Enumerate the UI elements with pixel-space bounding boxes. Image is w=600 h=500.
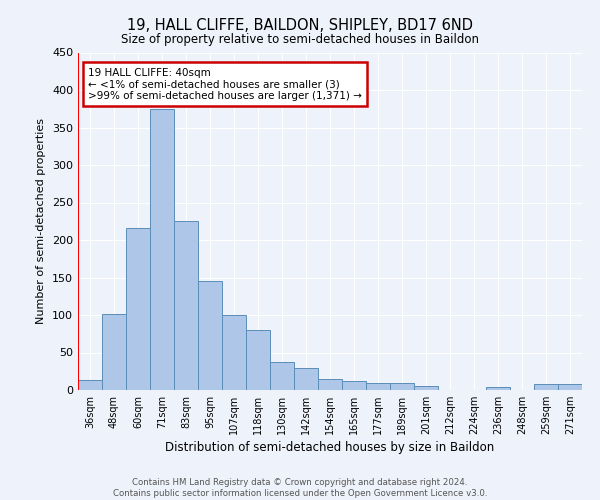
Bar: [198, 281, 222, 390]
Bar: [366, 382, 390, 390]
Bar: [78, 380, 102, 390]
Bar: [414, 386, 438, 390]
Text: 19, HALL CLIFFE, BAILDON, SHIPLEY, BD17 6ND: 19, HALL CLIFFE, BAILDON, SHIPLEY, BD17 …: [127, 18, 473, 32]
Text: 19 HALL CLIFFE: 40sqm
← <1% of semi-detached houses are smaller (3)
>99% of semi: 19 HALL CLIFFE: 40sqm ← <1% of semi-deta…: [88, 68, 362, 101]
Text: Contains HM Land Registry data © Crown copyright and database right 2024.
Contai: Contains HM Land Registry data © Crown c…: [113, 478, 487, 498]
X-axis label: Distribution of semi-detached houses by size in Baildon: Distribution of semi-detached houses by …: [166, 441, 494, 454]
Bar: [342, 381, 366, 390]
Bar: [534, 384, 558, 390]
Bar: [126, 228, 150, 390]
Bar: [174, 221, 198, 390]
Bar: [486, 387, 510, 390]
Bar: [222, 315, 246, 390]
Bar: [150, 109, 174, 390]
Text: Size of property relative to semi-detached houses in Baildon: Size of property relative to semi-detach…: [121, 32, 479, 46]
Bar: [558, 384, 582, 390]
Bar: [294, 368, 318, 390]
Bar: [318, 379, 342, 390]
Bar: [390, 382, 414, 390]
Bar: [270, 362, 294, 390]
Bar: [102, 314, 126, 390]
Y-axis label: Number of semi-detached properties: Number of semi-detached properties: [37, 118, 46, 324]
Bar: [246, 330, 270, 390]
